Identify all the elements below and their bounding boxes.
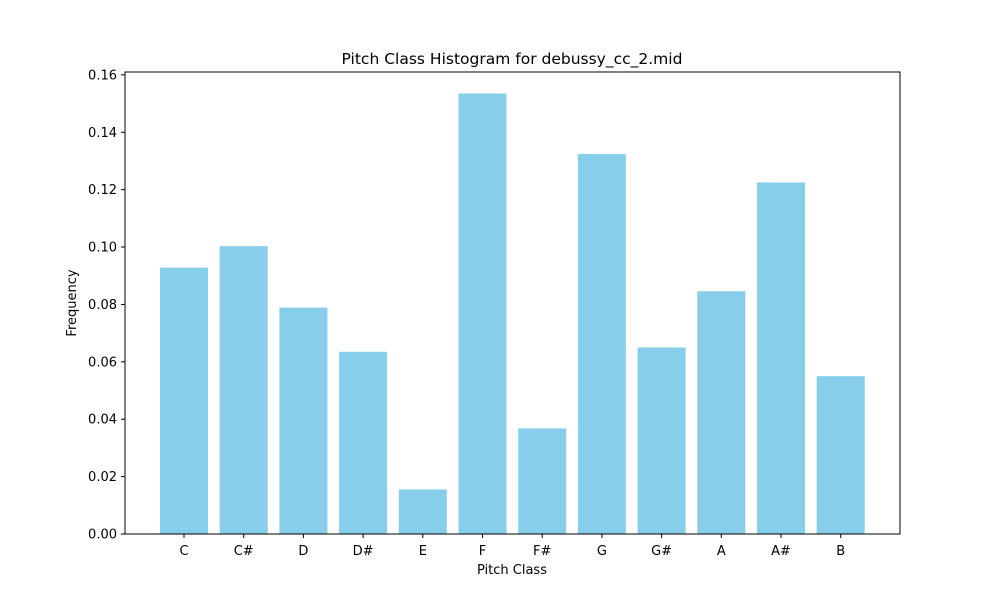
bar-e bbox=[398, 489, 447, 534]
bar-f bbox=[458, 93, 507, 535]
y-tick-label: 0.00 bbox=[88, 528, 117, 543]
x-tick-label: F# bbox=[533, 544, 551, 559]
chart-title: Pitch Class Histogram for debussy_cc_2.m… bbox=[342, 50, 683, 69]
bars-layer bbox=[160, 93, 865, 535]
x-tick-label: D# bbox=[353, 544, 374, 559]
y-axis-ticks: 0.00 0.02 0.04 0.06 0.08 0.10 0.12 0.14 0.16 bbox=[88, 68, 125, 543]
x-tick-label: G bbox=[597, 544, 607, 559]
bar-g bbox=[577, 154, 626, 534]
x-axis-title: Pitch Class bbox=[477, 563, 547, 578]
bar-a-sharp bbox=[757, 182, 805, 535]
bar-d bbox=[279, 307, 328, 534]
x-axis-ticks: C C# D D# E F F# G G# A A# B bbox=[179, 534, 845, 559]
y-tick-label: 0.04 bbox=[88, 413, 117, 428]
y-tick-label: 0.12 bbox=[88, 183, 117, 198]
x-tick-label: B bbox=[836, 544, 845, 559]
y-axis-title: Frequency bbox=[65, 269, 80, 336]
bar-b bbox=[816, 376, 865, 534]
bar-a bbox=[697, 291, 746, 534]
x-tick-label: E bbox=[419, 544, 427, 559]
bar-g-sharp bbox=[637, 347, 686, 534]
x-tick-label: A# bbox=[771, 544, 791, 559]
plot-frame bbox=[124, 71, 901, 535]
y-tick-label: 0.08 bbox=[88, 298, 117, 313]
x-tick-label: A bbox=[717, 544, 726, 559]
x-tick-label: C# bbox=[234, 544, 254, 559]
x-tick-label: D bbox=[298, 544, 308, 559]
y-tick-label: 0.14 bbox=[88, 126, 117, 141]
bar-c-sharp bbox=[219, 246, 268, 534]
x-tick-label: C bbox=[179, 544, 188, 559]
bar-d-sharp bbox=[339, 351, 388, 534]
x-tick-label: G# bbox=[651, 544, 672, 559]
y-tick-label: 0.10 bbox=[88, 241, 117, 256]
y-tick-label: 0.16 bbox=[88, 68, 117, 83]
bar-c bbox=[160, 267, 208, 534]
y-tick-label: 0.06 bbox=[88, 355, 117, 370]
bar-f-sharp bbox=[518, 428, 567, 534]
x-tick-label: F bbox=[479, 544, 486, 559]
y-tick-label: 0.02 bbox=[88, 470, 117, 485]
